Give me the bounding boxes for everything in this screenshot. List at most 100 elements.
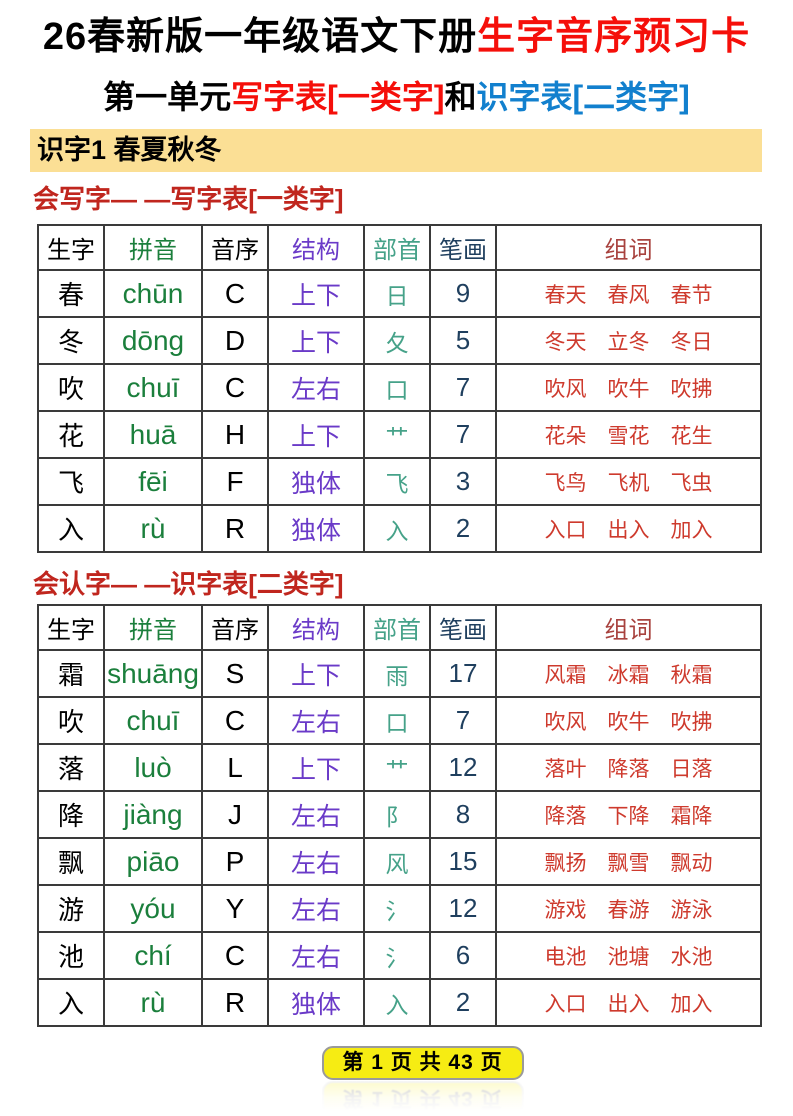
table-row: 花 huā H 上下艹 7 花朵 雪花 花生 <box>37 410 762 459</box>
pinyin-cell: chí <box>103 931 203 980</box>
character-cell: 花 <box>37 410 105 459</box>
header-words: 组词 <box>495 604 762 651</box>
strokes-cell: 7 <box>429 410 497 459</box>
character-cell: 吹 <box>37 363 105 412</box>
initial-letter-cell: C <box>201 363 269 412</box>
table-row: 池 chí C 左右氵 6 电池 池塘 水池 <box>37 931 762 980</box>
structure-cell: 左右 <box>267 363 365 412</box>
page-number-badge: 第 1 页 共 43 页 <box>321 1046 524 1080</box>
table-row: 飘 piāo P 左右风 15 飘扬 飘雪 飘动 <box>37 837 762 886</box>
pinyin-cell: chuī <box>103 363 203 412</box>
table-row: 春 chūn C 上下日 9 春天 春风 春节 <box>37 269 762 318</box>
write-characters-table: 生字 拼音 音序 结构 部首 笔画 组词 春 chūn C 上下日 9 春天 春风 春节冬… <box>37 224 762 553</box>
header-radical: 部首 <box>363 604 431 651</box>
strokes-cell: 7 <box>429 696 497 745</box>
strokes-cell: 5 <box>429 316 497 365</box>
pinyin-cell: yóu <box>103 884 203 933</box>
header-structure: 结构 <box>267 604 365 651</box>
strokes-cell: 12 <box>429 743 497 792</box>
radical-cell: 氵 <box>363 931 431 980</box>
radical-cell: 口 <box>363 696 431 745</box>
header-character: 生字 <box>37 224 105 271</box>
header-initial: 音序 <box>201 604 269 651</box>
initial-letter-cell: D <box>201 316 269 365</box>
table-row: 降 jiàng J 左右阝 8 降落 下降 霜降 <box>37 790 762 839</box>
pinyin-cell: rù <box>103 504 203 553</box>
table-row: 吹 chuī C 左右口 7 吹风 吹牛 吹拂 <box>37 696 762 745</box>
structure-cell: 左右 <box>267 790 365 839</box>
radical-cell: 艹 <box>363 743 431 792</box>
initial-letter-cell: J <box>201 790 269 839</box>
radical-cell: 飞 <box>363 457 431 506</box>
subtitle-write-table: 写字表[一类字] <box>231 79 445 115</box>
table-row: 落 luò L 上下艹 12 落叶 降落 日落 <box>37 743 762 792</box>
initial-letter-cell: F <box>201 457 269 506</box>
initial-letter-cell: C <box>201 269 269 318</box>
character-cell: 入 <box>37 504 105 553</box>
words-cell: 风霜 冰霜 秋霜 <box>495 649 762 698</box>
words-cell: 入口 出入 加入 <box>495 978 762 1027</box>
lesson-banner: 识字1 春夏秋冬 <box>30 129 762 172</box>
structure-cell: 上下 <box>267 410 365 459</box>
radical-cell: 艹 <box>363 410 431 459</box>
subtitle-unit: 第一单元 <box>103 79 232 115</box>
radical-cell: 口 <box>363 363 431 412</box>
structure-cell: 左右 <box>267 931 365 980</box>
table-row: 冬 dōng D 上下夂 5 冬天 立冬 冬日 <box>37 316 762 365</box>
header-initial: 音序 <box>201 224 269 271</box>
character-cell: 游 <box>37 884 105 933</box>
structure-cell: 独体 <box>267 457 365 506</box>
words-cell: 吹风 吹牛 吹拂 <box>495 363 762 412</box>
header-words: 组词 <box>495 224 762 271</box>
words-cell: 吹风 吹牛 吹拂 <box>495 696 762 745</box>
header-structure: 结构 <box>267 224 365 271</box>
initial-letter-cell: C <box>201 696 269 745</box>
pinyin-cell: shuāng <box>103 649 203 698</box>
character-cell: 落 <box>37 743 105 792</box>
strokes-cell: 9 <box>429 269 497 318</box>
radical-cell: 雨 <box>363 649 431 698</box>
words-cell: 春天 春风 春节 <box>495 269 762 318</box>
character-cell: 降 <box>37 790 105 839</box>
header-pinyin: 拼音 <box>103 224 203 271</box>
radical-cell: 氵 <box>363 884 431 933</box>
header-character: 生字 <box>37 604 105 651</box>
radical-cell: 阝 <box>363 790 431 839</box>
header-pinyin: 拼音 <box>103 604 203 651</box>
radical-cell: 入 <box>363 978 431 1027</box>
words-cell: 花朵 雪花 花生 <box>495 410 762 459</box>
initial-letter-cell: S <box>201 649 269 698</box>
character-cell: 飘 <box>37 837 105 886</box>
strokes-cell: 6 <box>429 931 497 980</box>
pinyin-cell: luò <box>103 743 203 792</box>
structure-cell: 上下 <box>267 269 365 318</box>
structure-cell: 左右 <box>267 884 365 933</box>
character-cell: 池 <box>37 931 105 980</box>
pinyin-cell: chuī <box>103 696 203 745</box>
initial-letter-cell: L <box>201 743 269 792</box>
structure-cell: 上下 <box>267 316 365 365</box>
initial-letter-cell: Y <box>201 884 269 933</box>
subtitle-recognize-table: 识字表[二类字] <box>476 79 690 115</box>
structure-cell: 上下 <box>267 743 365 792</box>
strokes-cell: 12 <box>429 884 497 933</box>
initial-letter-cell: R <box>201 978 269 1027</box>
structure-cell: 独体 <box>267 504 365 553</box>
pinyin-cell: chūn <box>103 269 203 318</box>
strokes-cell: 7 <box>429 363 497 412</box>
initial-letter-cell: C <box>201 931 269 980</box>
pinyin-cell: jiàng <box>103 790 203 839</box>
strokes-cell: 3 <box>429 457 497 506</box>
pinyin-cell: piāo <box>103 837 203 886</box>
words-cell: 降落 下降 霜降 <box>495 790 762 839</box>
pinyin-cell: huā <box>103 410 203 459</box>
words-cell: 电池 池塘 水池 <box>495 931 762 980</box>
unit-subtitle: 第一单元写字表[一类字]和识字表[二类字] <box>0 76 793 118</box>
header-strokes: 笔画 <box>429 604 497 651</box>
strokes-cell: 2 <box>429 978 497 1027</box>
page-title-red: 生字音序预习卡 <box>477 16 751 58</box>
initial-letter-cell: R <box>201 504 269 553</box>
strokes-cell: 15 <box>429 837 497 886</box>
words-cell: 落叶 降落 日落 <box>495 743 762 792</box>
strokes-cell: 8 <box>429 790 497 839</box>
